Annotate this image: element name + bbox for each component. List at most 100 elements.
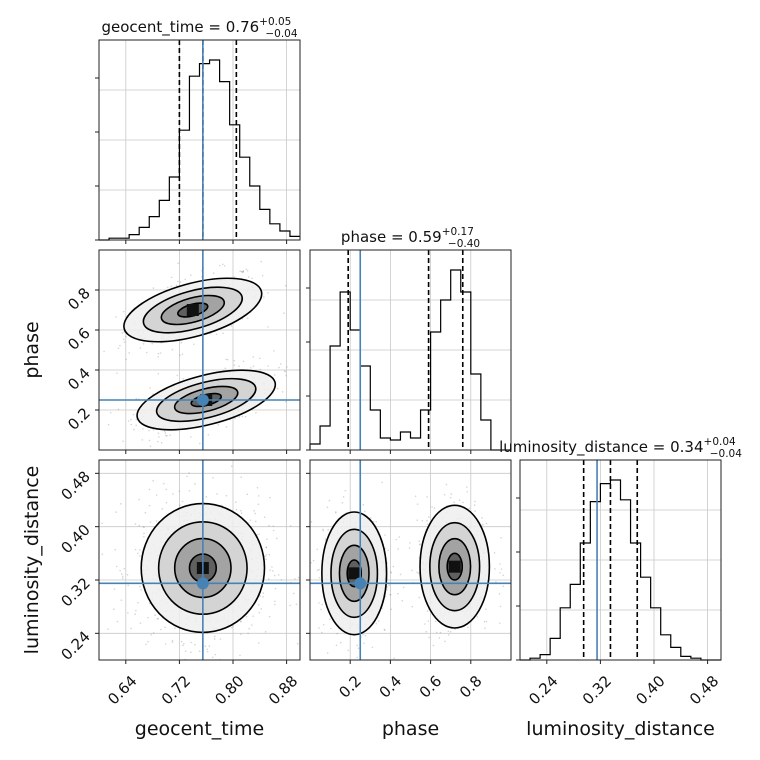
sample-point bbox=[499, 563, 501, 565]
sample-point bbox=[318, 576, 321, 579]
sample-point bbox=[268, 524, 270, 527]
sample-point bbox=[322, 623, 325, 626]
sample-point bbox=[152, 632, 155, 634]
sample-point bbox=[121, 573, 123, 575]
sample-point bbox=[242, 271, 244, 274]
sample-point bbox=[342, 496, 345, 498]
sample-point bbox=[279, 363, 282, 365]
sample-point bbox=[467, 626, 469, 629]
sample-point bbox=[265, 554, 268, 556]
sample-point bbox=[171, 641, 174, 643]
sample-point bbox=[190, 641, 192, 644]
sample-point bbox=[143, 535, 145, 538]
sample-point bbox=[115, 565, 118, 568]
sample-point bbox=[186, 463, 188, 465]
sample-point bbox=[264, 631, 267, 633]
sample-point bbox=[326, 652, 329, 654]
sample-point bbox=[148, 439, 151, 442]
x-tick-label: 0.88 bbox=[265, 672, 301, 708]
sample-point bbox=[135, 397, 138, 400]
sample-point bbox=[255, 411, 257, 414]
sample-point bbox=[284, 370, 287, 373]
sample-point bbox=[139, 622, 142, 624]
sample-point bbox=[240, 476, 242, 478]
sample-point bbox=[267, 292, 269, 294]
sample-point bbox=[268, 615, 271, 618]
sample-point bbox=[249, 519, 252, 521]
sample-point bbox=[116, 372, 118, 374]
sample-point bbox=[286, 366, 288, 368]
histogram-phase bbox=[309, 269, 511, 451]
sample-point bbox=[386, 588, 388, 591]
sample-point bbox=[235, 508, 238, 511]
sample-point bbox=[259, 357, 261, 360]
x-axis-label-luminosity_distance: luminosity_distance bbox=[526, 718, 715, 740]
sample-point bbox=[222, 332, 224, 334]
y-axis-label-luminosity_distance: luminosity_distance bbox=[21, 466, 43, 655]
sample-point bbox=[245, 268, 248, 270]
title-luminosity_distance: luminosity_distance = 0.34+0.04 −0.04 bbox=[499, 436, 742, 460]
sample-point bbox=[435, 631, 438, 634]
sample-point bbox=[388, 584, 390, 586]
sample-point bbox=[474, 500, 476, 503]
sample-point bbox=[481, 517, 483, 519]
sample-point bbox=[188, 489, 191, 492]
sample-point bbox=[258, 533, 260, 535]
sample-point bbox=[130, 418, 132, 421]
sample-point bbox=[165, 488, 168, 491]
sample-point bbox=[428, 636, 430, 639]
sample-point bbox=[500, 536, 502, 539]
sample-point bbox=[254, 520, 257, 523]
sample-point bbox=[194, 643, 196, 646]
x-tick-label: 0.48 bbox=[686, 672, 722, 708]
sample-point bbox=[266, 538, 268, 541]
sample-point bbox=[239, 270, 241, 273]
sample-point bbox=[149, 521, 152, 523]
sample-point bbox=[253, 510, 255, 512]
sample-point bbox=[123, 338, 125, 341]
sample-point bbox=[139, 585, 141, 588]
sample-point bbox=[91, 620, 93, 622]
sample-point bbox=[198, 650, 201, 653]
diag-frame bbox=[98, 39, 301, 241]
sample-point bbox=[142, 343, 145, 345]
sample-point bbox=[132, 413, 135, 416]
x-tick-label: 0.2 bbox=[335, 672, 365, 702]
sample-point bbox=[468, 507, 470, 510]
sample-point bbox=[312, 559, 315, 562]
sample-point bbox=[175, 284, 178, 287]
sample-point bbox=[258, 611, 261, 614]
sample-point bbox=[297, 576, 300, 579]
sample-point bbox=[499, 605, 502, 608]
sample-point bbox=[482, 523, 484, 526]
sample-point bbox=[159, 352, 162, 354]
sample-point bbox=[453, 501, 455, 504]
sample-point bbox=[343, 663, 345, 665]
sample-point bbox=[238, 416, 241, 418]
sample-point bbox=[188, 472, 190, 474]
sample-point bbox=[123, 567, 126, 570]
sample-point bbox=[212, 272, 215, 274]
sample-point bbox=[142, 525, 145, 528]
sample-point bbox=[356, 644, 358, 647]
sample-point bbox=[383, 629, 386, 632]
sample-point bbox=[179, 281, 182, 283]
sample-point bbox=[101, 553, 104, 556]
sample-point bbox=[310, 561, 312, 564]
text-layer: geocent_time = 0.76+0.05 −0.04 phase = 0.5… bbox=[21, 16, 742, 740]
sample-point bbox=[272, 525, 275, 527]
sample-point bbox=[494, 568, 496, 570]
sample-point bbox=[473, 504, 476, 507]
sample-point bbox=[335, 511, 337, 514]
sample-point bbox=[389, 593, 391, 596]
sample-point bbox=[233, 276, 236, 278]
sample-point bbox=[273, 350, 275, 352]
sample-point bbox=[327, 528, 329, 531]
sample-point bbox=[115, 316, 117, 318]
sample-point bbox=[157, 440, 159, 443]
sample-point bbox=[252, 356, 255, 358]
sample-point bbox=[322, 529, 325, 532]
sample-point bbox=[122, 310, 125, 313]
sample-point bbox=[225, 494, 228, 497]
sample-point bbox=[248, 627, 250, 630]
